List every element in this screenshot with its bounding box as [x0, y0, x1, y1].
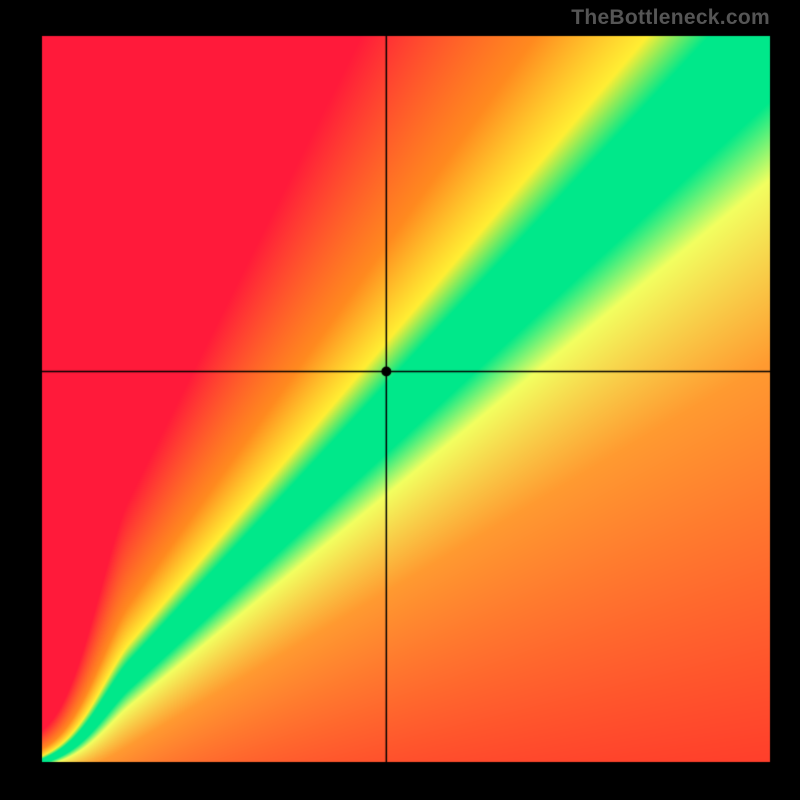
- heatmap-canvas: [0, 0, 800, 800]
- chart-container: TheBottleneck.com: [0, 0, 800, 800]
- attribution-text: TheBottleneck.com: [571, 6, 770, 30]
